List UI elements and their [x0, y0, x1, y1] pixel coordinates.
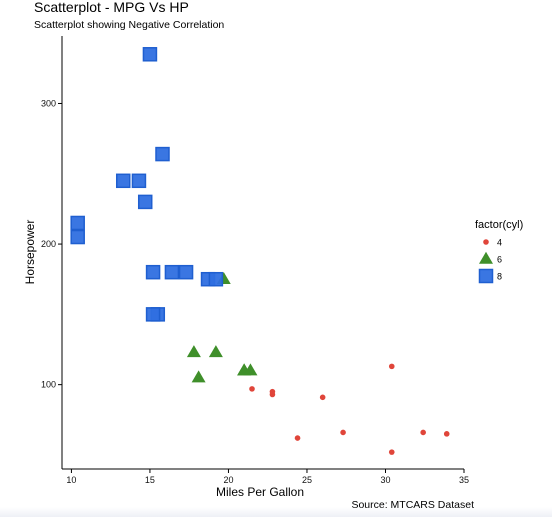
data-point	[137, 194, 153, 210]
legend-label-4: 4	[497, 238, 502, 248]
x-tick-label: 35	[459, 475, 469, 485]
data-point	[243, 363, 258, 376]
legend-key-8	[478, 268, 494, 284]
data-point	[443, 431, 450, 437]
legend-label-8: 8	[497, 272, 502, 282]
series-4	[247, 363, 450, 455]
data-point	[388, 363, 395, 370]
data-point	[208, 345, 223, 358]
data-point	[249, 386, 255, 392]
x-tick-label: 25	[302, 475, 312, 485]
data-point	[208, 271, 224, 287]
series-6	[186, 272, 258, 383]
data-point	[178, 264, 194, 280]
data-point	[269, 388, 276, 395]
bottom-fade	[0, 507, 552, 517]
legend: factor(cyl) 4 6 8	[475, 219, 523, 284]
y-axis-label: Horsepower	[23, 220, 37, 285]
data-point	[164, 264, 180, 280]
data-points	[70, 47, 450, 455]
x-tick-label: 15	[145, 475, 155, 485]
data-point	[191, 370, 206, 383]
data-point	[70, 215, 85, 231]
data-point	[319, 394, 326, 401]
data-point	[70, 229, 85, 245]
x-tick-label: 30	[380, 475, 390, 485]
y-tick-label: 300	[41, 98, 56, 108]
axes: 10 15 20 25 30 35 100 200 300	[41, 36, 469, 485]
data-point	[145, 264, 161, 280]
chart-subtitle: Scatterplot showing Negative Correlation	[34, 19, 224, 31]
series-8	[70, 47, 224, 322]
x-tick-label: 10	[66, 475, 76, 485]
data-point	[115, 173, 131, 189]
chart-title: Scatterplot - MPG Vs HP	[34, 0, 189, 15]
x-axis-label: Miles Per Gallon	[216, 485, 304, 499]
legend-title: factor(cyl)	[475, 219, 523, 231]
data-point	[155, 146, 170, 162]
data-point	[420, 429, 426, 436]
x-tick-label: 20	[223, 475, 233, 485]
legend-key-4	[483, 239, 489, 245]
data-point	[388, 449, 395, 455]
y-tick-label: 200	[41, 239, 56, 249]
legend-label-6: 6	[497, 255, 502, 265]
y-tick-label: 100	[41, 380, 56, 390]
data-point	[131, 173, 147, 189]
data-point	[186, 345, 201, 358]
legend-key-6	[479, 251, 493, 264]
data-point	[145, 307, 161, 322]
data-point	[294, 435, 301, 441]
data-point	[340, 429, 346, 436]
data-point	[142, 47, 158, 62]
